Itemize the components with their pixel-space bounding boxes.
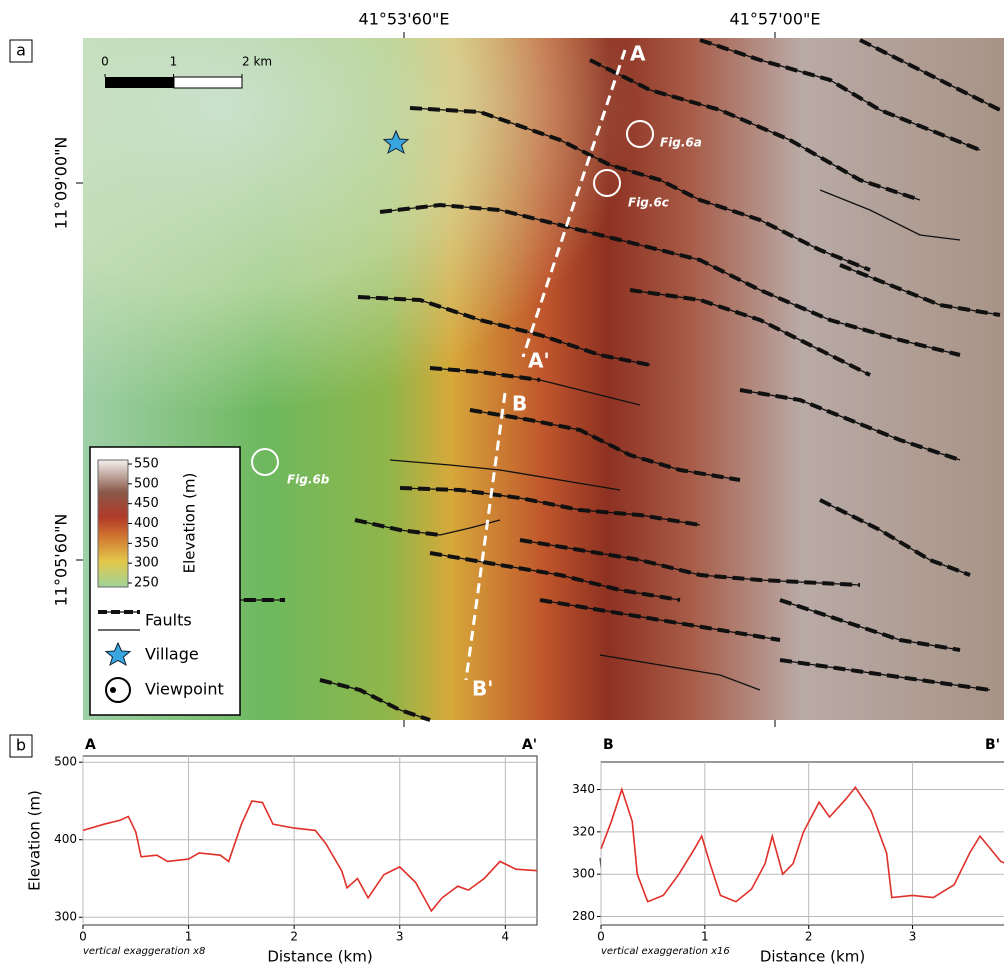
- colorbar-label: 500: [134, 476, 159, 491]
- scale-bar-label: 1: [170, 55, 178, 69]
- legend: Elevation (m) Faults Village Viewpoint: [89, 446, 241, 716]
- y-tick-label: 340: [572, 782, 595, 796]
- x-tick-label: 0: [79, 930, 87, 944]
- plot-area: [600, 761, 1004, 926]
- colorbar-label: 450: [134, 496, 159, 511]
- legend-viewpoint: Viewpoint: [145, 680, 224, 699]
- profile-label: B': [472, 677, 493, 701]
- y-tick-label: 280: [572, 909, 595, 923]
- viewpoint-label: Fig.6c: [628, 196, 669, 210]
- profile-line: [521, 49, 627, 358]
- lon-label: 41°57'00"E: [730, 10, 821, 29]
- viewpoint-label: Fig.6a: [660, 136, 702, 150]
- viewpoint-icons: [251, 120, 654, 476]
- x-tick-label: 1: [185, 930, 193, 944]
- profile-start: A: [85, 737, 96, 753]
- y-tick-label: 300: [572, 867, 595, 881]
- note: vertical exaggeration x16: [601, 946, 730, 957]
- scale-bar-label: 0: [101, 55, 109, 69]
- legend-title: Elevation (m): [181, 473, 199, 574]
- colorbar-label: 250: [134, 576, 159, 591]
- x-axis-label: Distance (km): [267, 948, 372, 966]
- panel-label-box: [9, 734, 33, 758]
- colorbar-label: 550: [134, 457, 159, 472]
- x-tick-label: 2: [290, 930, 298, 944]
- y-axis-label: Elevation (m): [26, 790, 44, 891]
- panel-label: a: [16, 41, 26, 60]
- viewpoint-label: Fig.6b: [287, 473, 330, 487]
- profile-label: A: [630, 42, 646, 66]
- village-star: [382, 129, 410, 155]
- x-axis-label: Distance (km): [760, 948, 865, 966]
- x-tick-label: 0: [597, 930, 605, 944]
- lat-label: 11°05'60"N: [52, 514, 71, 607]
- colorbar-label: 300: [134, 556, 159, 571]
- y-tick-label: 320: [572, 824, 595, 838]
- scale-bar-label: 2 km: [242, 55, 272, 69]
- map-ticks: [76, 32, 776, 727]
- y-tick-label: 400: [54, 832, 77, 846]
- panel-label: b: [16, 736, 26, 755]
- y-tick-label: 500: [54, 755, 77, 769]
- profile-start: B: [603, 737, 614, 753]
- x-tick-label: 3: [909, 930, 917, 944]
- profile-label: A': [528, 349, 550, 373]
- faults: [207, 38, 1001, 722]
- legend-faults: Faults: [145, 611, 192, 630]
- profile-end: B': [985, 737, 1000, 753]
- plot-area: [82, 755, 538, 926]
- scale-bar: 0 1 2 km: [101, 55, 272, 89]
- x-tick-label: 1: [701, 930, 709, 944]
- legend-village: Village: [145, 645, 199, 664]
- note: vertical exaggeration x8: [83, 946, 205, 957]
- x-tick-label: 4: [502, 930, 510, 944]
- profile-line: [600, 786, 1004, 903]
- profile-label: B: [512, 392, 527, 416]
- profile-line: [82, 800, 538, 913]
- lat-label: 11°09'00"N: [52, 137, 71, 230]
- x-tick-label: 2: [805, 930, 813, 944]
- colorbar-label: 350: [134, 536, 159, 551]
- profile-line: [464, 392, 507, 681]
- x-tick-label: 3: [396, 930, 404, 944]
- colorbar-label: 400: [134, 516, 159, 531]
- lon-label: 41°53'60"E: [359, 10, 450, 29]
- y-tick-label: 300: [54, 910, 77, 924]
- panel-label-box: [9, 39, 33, 63]
- profile-end: A': [522, 737, 537, 753]
